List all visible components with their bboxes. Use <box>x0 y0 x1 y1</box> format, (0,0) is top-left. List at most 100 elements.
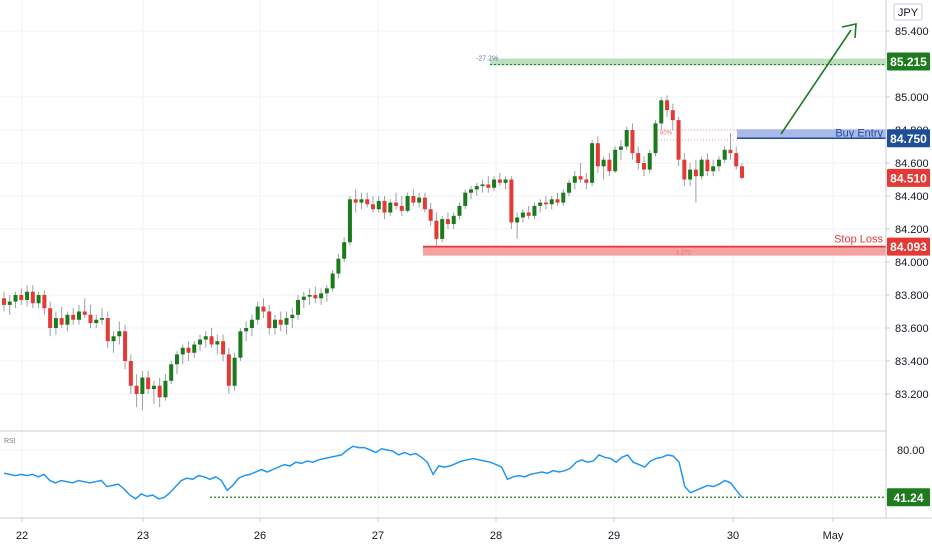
candle <box>301 291 306 309</box>
candle <box>469 186 474 200</box>
candle <box>567 179 572 196</box>
candle <box>36 291 41 309</box>
price-badge: 84.510 <box>887 168 930 187</box>
candle <box>261 298 266 319</box>
candle <box>290 308 295 328</box>
x-tick-label: 22 <box>16 530 28 542</box>
candle <box>538 199 543 213</box>
rsi-panel: RSI <box>0 430 932 500</box>
candle <box>140 370 145 411</box>
candle <box>405 192 410 213</box>
candle <box>578 163 583 183</box>
candle <box>549 196 554 210</box>
candle <box>440 215 445 243</box>
x-tick-label: 23 <box>137 530 149 542</box>
candle <box>94 314 99 328</box>
candle <box>520 209 525 223</box>
candle <box>203 331 208 348</box>
candle <box>463 189 468 210</box>
candle <box>249 314 254 337</box>
grid <box>0 0 886 518</box>
candle <box>428 202 433 226</box>
x-tick-label: 28 <box>490 530 502 542</box>
currency-box <box>893 3 923 21</box>
y-tick-label: 84.600 <box>895 158 929 170</box>
candle <box>2 291 6 312</box>
candle <box>186 341 191 361</box>
candle <box>682 153 687 187</box>
price-axis-bg <box>886 0 932 550</box>
candle <box>226 347 231 394</box>
y-tick-label: 85.000 <box>895 92 929 104</box>
candle <box>7 295 12 315</box>
candle <box>244 321 249 342</box>
candle <box>561 189 566 206</box>
candle <box>88 304 93 328</box>
candle <box>192 341 197 358</box>
candle <box>716 156 721 172</box>
x-tick-label: 29 <box>608 530 620 542</box>
candle <box>647 149 652 173</box>
x-tick-label: 27 <box>372 530 384 542</box>
candle <box>526 205 531 220</box>
candle <box>480 179 485 193</box>
candle <box>272 314 277 335</box>
candle <box>445 212 450 229</box>
y-tick-label: 84.000 <box>895 257 929 269</box>
candle <box>353 189 358 213</box>
candle <box>53 311 58 335</box>
projection-arrow <box>780 29 852 135</box>
candle <box>394 192 399 210</box>
fib-annotation: 1.272 <box>676 251 692 257</box>
candle <box>100 308 105 325</box>
candle <box>30 285 35 309</box>
candle <box>705 153 710 177</box>
candle <box>163 374 168 401</box>
x-tick-label: 26 <box>254 530 266 542</box>
candle <box>19 288 24 305</box>
candle <box>636 146 641 170</box>
candle <box>151 380 156 404</box>
candle <box>371 196 375 213</box>
candle <box>42 290 47 315</box>
buy-entry-label: Buy Entry <box>835 127 883 139</box>
candle <box>382 196 387 220</box>
candle <box>688 163 693 187</box>
candle <box>624 126 629 150</box>
rsi-value-badge: 41.24 <box>887 488 930 507</box>
candle <box>307 288 312 305</box>
candle <box>417 192 422 208</box>
candle <box>584 172 589 190</box>
candle <box>734 146 739 170</box>
candle <box>76 304 81 325</box>
candle <box>13 291 18 309</box>
candle <box>601 156 606 180</box>
candle <box>503 176 508 190</box>
candle <box>740 163 744 180</box>
candle <box>128 354 133 394</box>
candle <box>618 139 623 160</box>
candle <box>267 304 272 335</box>
candle <box>238 328 243 361</box>
currency-label: JPY <box>898 7 919 19</box>
candle <box>497 172 502 187</box>
chart-labels: Buy Entry Stop Loss <box>834 127 883 245</box>
candle <box>359 192 364 210</box>
stop-loss-zone <box>423 246 886 256</box>
y-tick-label: 84.400 <box>895 191 929 203</box>
candle <box>117 321 122 345</box>
candle <box>255 301 260 325</box>
candle <box>492 176 497 192</box>
x-tick-label: May <box>823 530 844 542</box>
fib-annotation: 80% <box>660 131 673 137</box>
candle <box>595 136 600 173</box>
candle <box>376 196 381 213</box>
candle <box>665 95 670 117</box>
candle <box>146 370 151 394</box>
candle <box>509 176 514 229</box>
candle <box>59 306 64 328</box>
candle <box>711 159 716 177</box>
candle <box>613 146 618 173</box>
fib-annotation: -27.2% <box>476 56 498 63</box>
